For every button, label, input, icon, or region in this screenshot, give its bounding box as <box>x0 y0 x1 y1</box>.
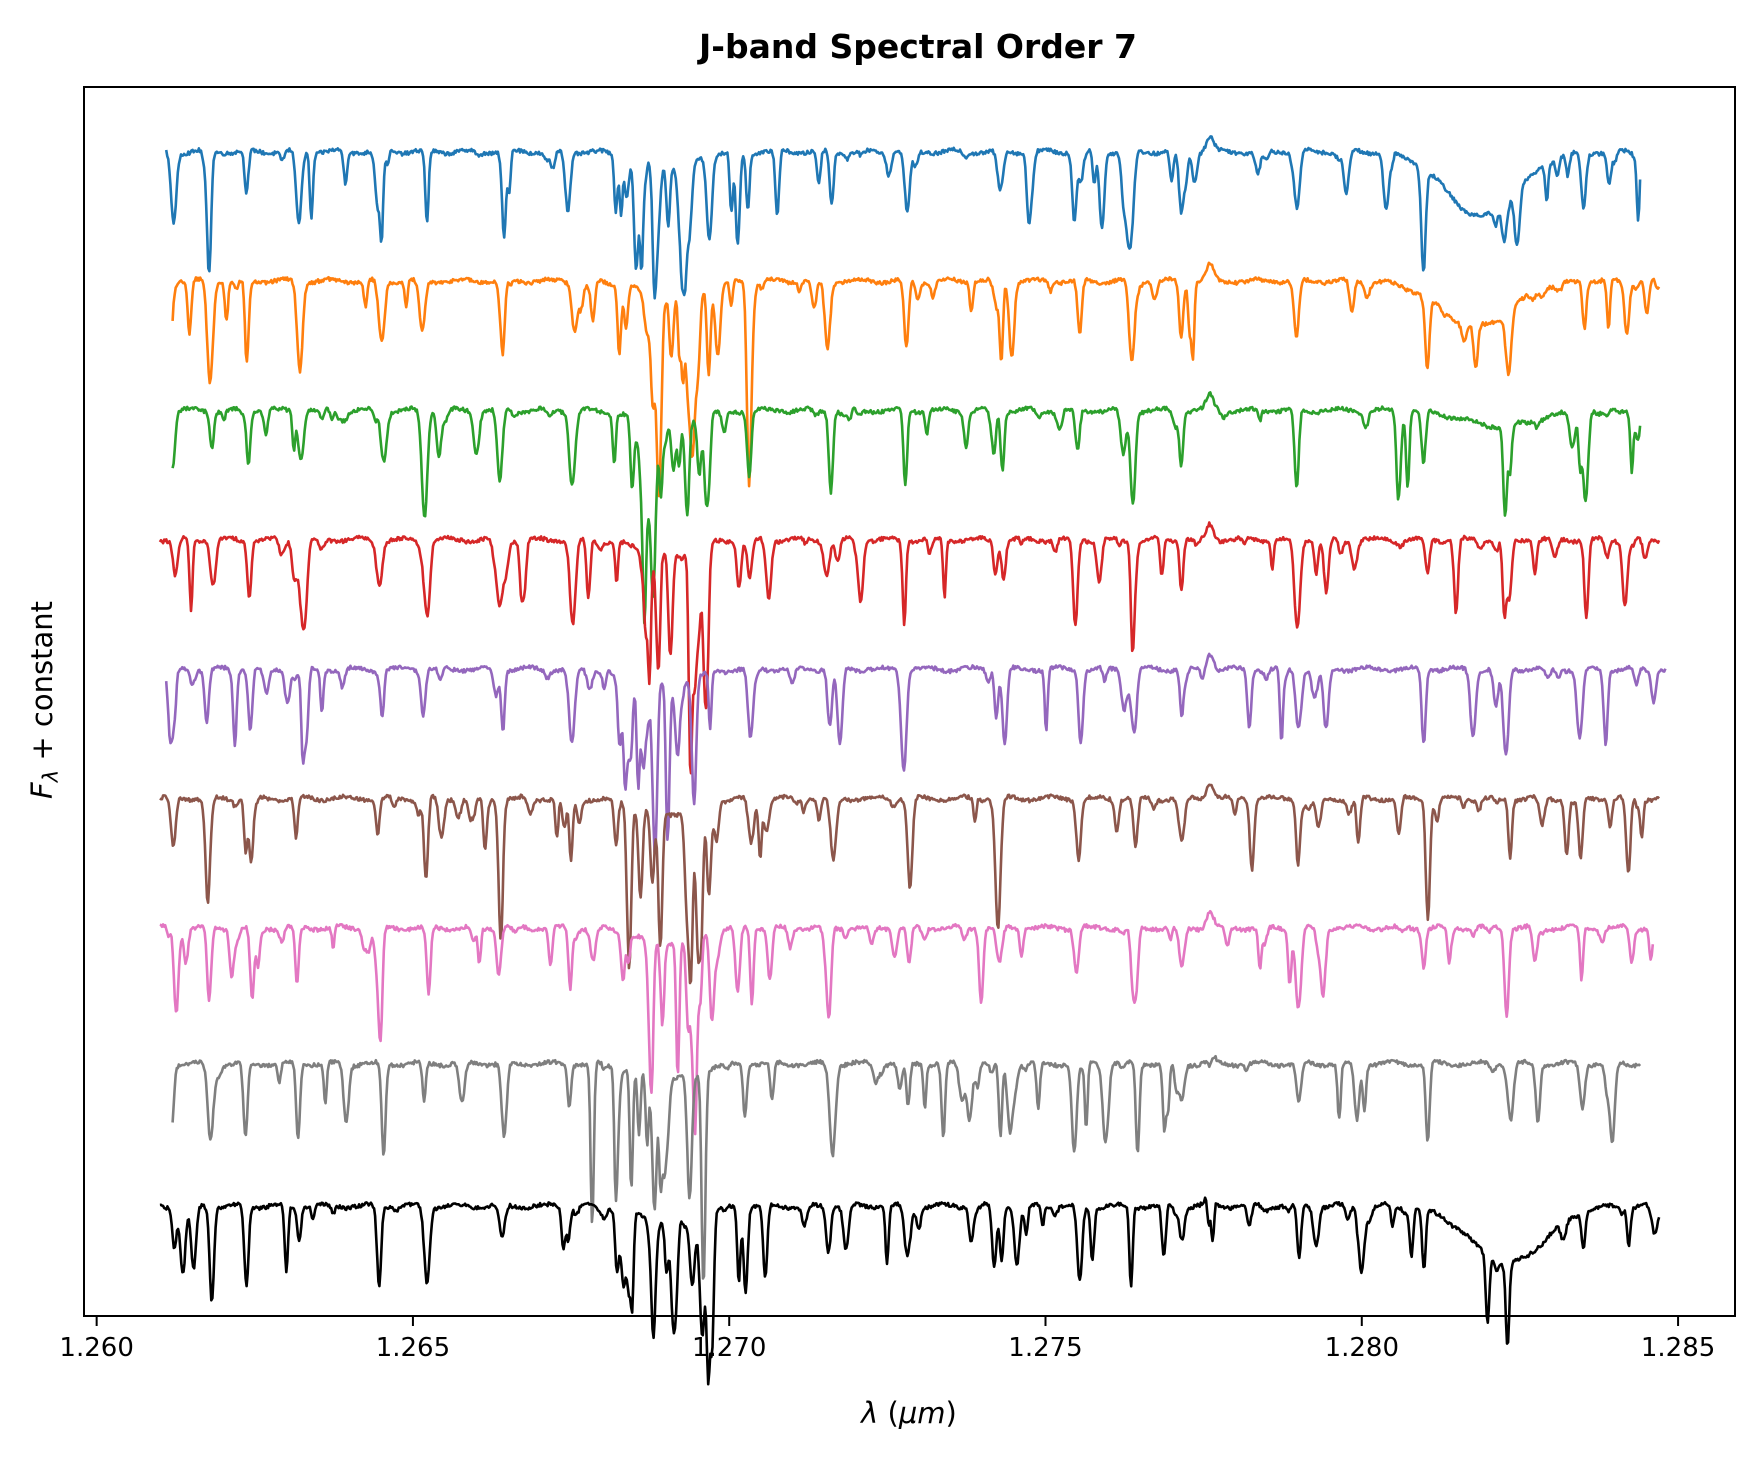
x-tick-label: 1.270 <box>692 1333 766 1363</box>
y-axis-subscript: λ <box>39 770 63 783</box>
x-axis-paren-close: ) <box>946 1396 957 1430</box>
x-tick-label: 1.280 <box>1325 1333 1399 1363</box>
series-layer <box>158 135 1667 1386</box>
y-axis-suffix: + constant <box>25 601 59 761</box>
y-axis-label: Fλ + constant <box>25 601 63 799</box>
x-axis-symbol: λ <box>859 1396 878 1430</box>
plot-frame <box>83 86 1736 1317</box>
x-tick-label: 1.285 <box>1641 1333 1715 1363</box>
spectrum-series-5 <box>164 652 1667 854</box>
spectrum-series-7 <box>159 909 1655 1136</box>
spectrum-series-2 <box>171 261 1661 498</box>
spectrum-series-3 <box>171 391 1642 625</box>
spectrum-series-4 <box>158 521 1661 775</box>
x-axis-unit: μm <box>898 1396 946 1430</box>
spectrum-series-1 <box>164 135 1642 300</box>
spectrum-series-6 <box>159 783 1661 985</box>
x-axis-label: λ (μm) <box>859 1396 957 1430</box>
chart-title: J-band Spectral Order 7 <box>697 27 1137 66</box>
x-tick-label: 1.260 <box>59 1333 133 1363</box>
x-tick-label: 1.265 <box>376 1333 450 1363</box>
x-axis-paren-open: ( <box>878 1396 899 1430</box>
y-axis-symbol: F <box>25 781 59 799</box>
x-tick-label: 1.275 <box>1008 1333 1082 1363</box>
y-axis-spacer <box>25 761 59 770</box>
spectrum-series-9 <box>159 1196 1661 1386</box>
spectrum-series-8 <box>171 1054 1642 1280</box>
x-axis-ticks: 1.260 1.265 1.270 1.275 1.280 1.285 <box>59 1316 1715 1363</box>
